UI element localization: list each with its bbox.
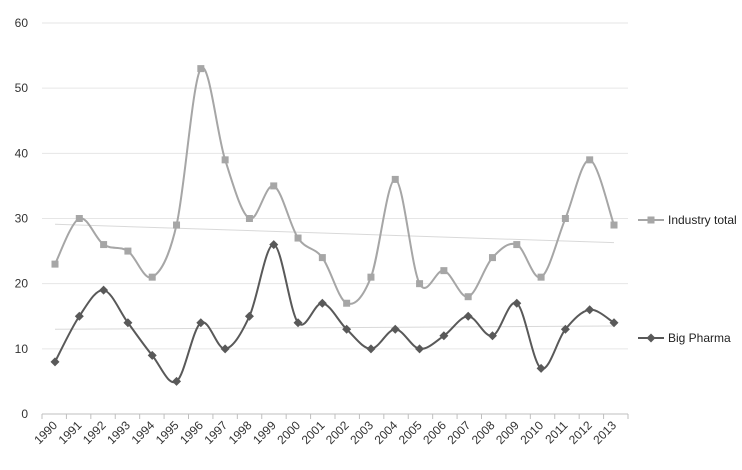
- legend-marker-big-pharma: [646, 333, 656, 343]
- big-pharma-point-2006: [439, 331, 449, 341]
- legend-item-industry-total: Industry total: [638, 213, 737, 227]
- industry-total-point-2006: [440, 267, 448, 275]
- x-tick-label-2005: 2005: [396, 418, 425, 447]
- industry-total-point-1994: [148, 273, 156, 281]
- industry-total-point-1997: [221, 156, 229, 164]
- big-pharma-point-2011: [560, 324, 570, 334]
- industry-total-trendline: [54, 223, 615, 244]
- y-tick-label-0: 0: [21, 407, 28, 421]
- legend-label-big-pharma: Big Pharma: [668, 331, 731, 345]
- x-tick-label-2010: 2010: [517, 418, 546, 447]
- trendlines: [54, 223, 615, 330]
- industry-total-point-2000: [294, 234, 302, 242]
- industry-total-point-2009: [513, 241, 521, 249]
- legend-label-industry-total: Industry total: [668, 213, 737, 227]
- x-tick-label-1992: 1992: [80, 418, 109, 447]
- big-pharma-point-2010: [536, 363, 546, 373]
- big-pharma-point-1993: [123, 318, 133, 328]
- industry-total-point-1992: [100, 241, 108, 249]
- big-pharma-point-1997: [220, 344, 230, 354]
- industry-total-point-2011: [561, 215, 569, 222]
- x-tick-label-2009: 2009: [493, 418, 522, 447]
- industry-total-point-1998: [245, 215, 253, 222]
- big-pharma-point-2003: [366, 344, 376, 354]
- industry-total-line: [54, 66, 615, 305]
- industry-total-point-1990: [51, 260, 59, 268]
- legend-item-big-pharma: Big Pharma: [638, 331, 731, 345]
- industry-total-point-1991: [75, 215, 83, 222]
- legend: Industry total Big Pharma: [638, 213, 737, 345]
- y-tick-label-40: 40: [15, 146, 29, 160]
- industry-total-point-1996: [197, 65, 205, 73]
- x-tick-label-1996: 1996: [177, 418, 206, 447]
- industry-total-point-1995: [173, 221, 181, 229]
- x-tick-label-2008: 2008: [469, 418, 498, 447]
- industry-total-point-2007: [464, 293, 472, 301]
- industry-total-point-2003: [367, 273, 375, 281]
- series-industry-total: [51, 65, 618, 307]
- x-tick-label-1998: 1998: [226, 418, 255, 447]
- industry-total-point-1993: [124, 247, 132, 255]
- y-tick-label-10: 10: [15, 342, 29, 356]
- x-tick-label-2013: 2013: [590, 418, 619, 447]
- x-tick-label-1993: 1993: [104, 418, 133, 447]
- x-tick-label-2007: 2007: [445, 418, 474, 447]
- y-axis: 0 10 20 30 40 50 60: [15, 16, 29, 421]
- x-tick-label-2012: 2012: [566, 418, 595, 447]
- y-tick-label-60: 60: [15, 16, 29, 30]
- industry-total-point-2008: [488, 254, 496, 262]
- big-pharma-point-2004: [390, 324, 400, 334]
- x-tick-label-1995: 1995: [153, 418, 182, 447]
- big-pharma-point-1991: [74, 311, 84, 321]
- industry-total-point-2013: [610, 221, 618, 229]
- big-pharma-point-1992: [99, 285, 109, 295]
- x-axis: 1990199119921993199419951996199719981999…: [31, 413, 629, 447]
- series-big-pharma: [50, 240, 619, 386]
- industry-total-point-2012: [586, 156, 594, 164]
- x-tick-label-1997: 1997: [201, 418, 230, 447]
- big-pharma-point-2008: [487, 331, 497, 341]
- x-tick-label-2004: 2004: [372, 418, 401, 447]
- x-tick-label-1999: 1999: [250, 418, 279, 447]
- big-pharma-point-1995: [172, 376, 182, 386]
- industry-total-point-2004: [391, 175, 399, 183]
- x-tick-label-2000: 2000: [274, 418, 303, 447]
- x-tick-label-2011: 2011: [542, 418, 570, 446]
- big-pharma-point-2013: [609, 318, 619, 328]
- big-pharma-point-1996: [196, 318, 206, 328]
- big-pharma-point-1999: [269, 240, 279, 250]
- y-tick-label-30: 30: [15, 212, 29, 226]
- big-pharma-trendline: [54, 325, 615, 330]
- big-pharma-point-2002: [342, 324, 352, 334]
- industry-total-point-2005: [416, 280, 424, 288]
- big-pharma-point-1998: [244, 311, 254, 321]
- industry-total-point-2002: [343, 299, 351, 307]
- big-pharma-point-1994: [147, 350, 157, 360]
- y-tick-label-20: 20: [15, 277, 29, 291]
- x-tick-label-2002: 2002: [323, 418, 352, 447]
- x-tick-label-1990: 1990: [31, 418, 60, 447]
- industry-total-point-2001: [318, 254, 326, 262]
- industry-total-point-2010: [537, 273, 545, 281]
- x-tick-label-2006: 2006: [420, 418, 449, 447]
- big-pharma-point-2005: [415, 344, 425, 354]
- big-pharma-point-2012: [585, 305, 595, 315]
- x-tick-label-1991: 1991: [56, 418, 85, 447]
- y-tick-label-50: 50: [15, 81, 29, 95]
- big-pharma-point-2009: [512, 298, 522, 308]
- big-pharma-point-2007: [463, 311, 473, 321]
- big-pharma-point-1990: [50, 357, 60, 367]
- x-tick-label-2003: 2003: [347, 418, 376, 447]
- gridlines: [42, 22, 628, 350]
- big-pharma-point-2000: [293, 318, 303, 328]
- x-tick-label-1994: 1994: [129, 418, 158, 447]
- industry-total-point-1999: [270, 182, 278, 190]
- legend-marker-industry-total: [647, 216, 655, 224]
- big-pharma-point-2001: [317, 298, 327, 308]
- series-group: [50, 65, 619, 386]
- x-tick-label-2001: 2001: [299, 418, 328, 447]
